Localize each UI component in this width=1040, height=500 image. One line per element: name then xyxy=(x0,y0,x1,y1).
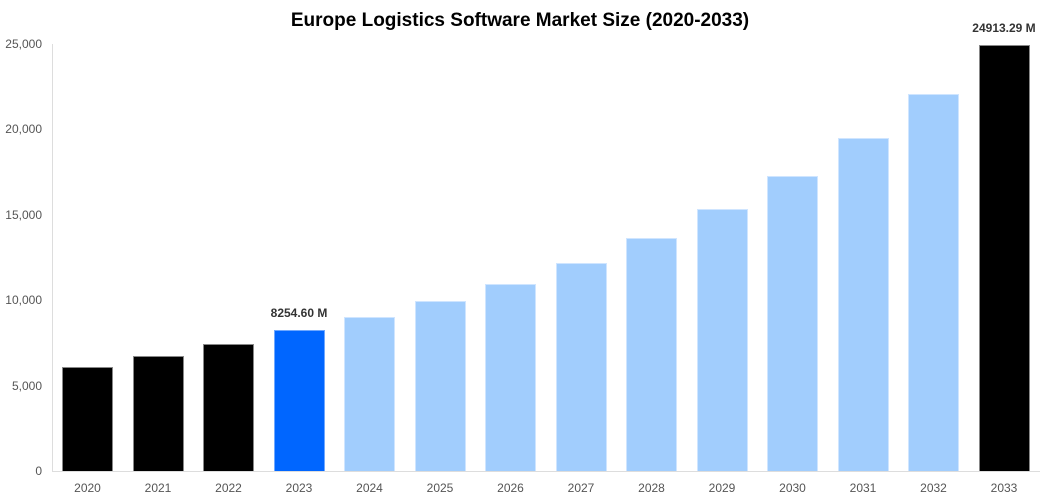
y-tick-label: 5,000 xyxy=(11,378,42,393)
x-tick-label: 2024 xyxy=(356,481,383,495)
y-tick-label: 0 xyxy=(35,464,42,478)
x-tick-label: 2027 xyxy=(567,481,595,495)
bar-2021[interactable] xyxy=(132,355,184,471)
y-tick-label: 10,000 xyxy=(5,293,42,308)
data-label-2033: 24913.29 M xyxy=(972,21,1036,36)
bar-2031[interactable] xyxy=(837,138,889,471)
x-tick-label: 2025 xyxy=(426,481,454,495)
x-tick-label: 2021 xyxy=(144,481,172,495)
bar-2022[interactable] xyxy=(203,343,254,471)
bar-2025[interactable] xyxy=(414,300,466,471)
chart-title: Europe Logistics Software Market Size (2… xyxy=(290,10,750,31)
bar-2033[interactable] xyxy=(978,45,1030,471)
y-tick-label: 15,000 xyxy=(5,207,42,222)
x-tick-label: 2020 xyxy=(74,481,101,495)
x-tick-label: 2030 xyxy=(779,481,806,495)
bar-2030[interactable] xyxy=(767,176,818,471)
bar-2028[interactable] xyxy=(626,237,677,471)
x-tick-label: 2022 xyxy=(215,481,242,495)
bar-2027[interactable] xyxy=(555,262,607,471)
x-tick-label: 2032 xyxy=(920,481,947,495)
y-tick-label: 20,000 xyxy=(5,122,42,137)
bar-2026[interactable] xyxy=(485,283,536,471)
bar-2024[interactable] xyxy=(344,316,395,471)
bar-2020[interactable] xyxy=(62,366,113,471)
x-tick-label: 2023 xyxy=(285,481,313,495)
bar-2029[interactable] xyxy=(696,209,748,471)
y-tick-label: 25,000 xyxy=(5,37,42,51)
bar-2023[interactable] xyxy=(273,330,325,471)
x-tick-label: 2033 xyxy=(990,481,1018,495)
data-label-2023: 8254.60 M xyxy=(270,306,328,320)
x-tick-label: 2028 xyxy=(638,481,665,495)
y-axis-line xyxy=(52,44,53,471)
x-tick-label: 2031 xyxy=(849,481,877,495)
x-tick-label: 2029 xyxy=(708,481,736,495)
x-tick-label: 2026 xyxy=(497,481,524,495)
bar-2032[interactable] xyxy=(908,94,959,471)
x-axis-line xyxy=(52,471,1040,472)
